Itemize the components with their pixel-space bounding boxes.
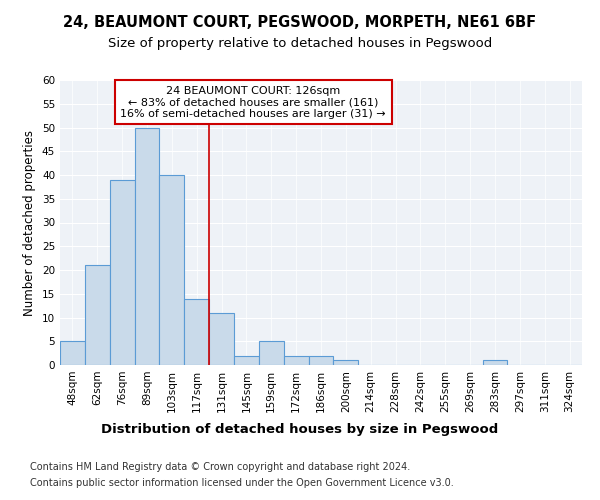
Bar — [482, 360, 508, 365]
Bar — [259, 341, 284, 365]
Bar — [60, 341, 85, 365]
Bar — [334, 360, 358, 365]
Bar — [308, 356, 334, 365]
Text: Contains public sector information licensed under the Open Government Licence v3: Contains public sector information licen… — [30, 478, 454, 488]
Bar — [134, 128, 160, 365]
Bar — [85, 265, 110, 365]
Bar — [160, 175, 184, 365]
Bar — [209, 313, 234, 365]
Text: Distribution of detached houses by size in Pegswood: Distribution of detached houses by size … — [101, 422, 499, 436]
Bar — [184, 298, 209, 365]
Text: 24, BEAUMONT COURT, PEGSWOOD, MORPETH, NE61 6BF: 24, BEAUMONT COURT, PEGSWOOD, MORPETH, N… — [64, 15, 536, 30]
Bar — [284, 356, 308, 365]
Bar — [234, 356, 259, 365]
Bar — [110, 180, 134, 365]
Text: Size of property relative to detached houses in Pegswood: Size of property relative to detached ho… — [108, 38, 492, 51]
Y-axis label: Number of detached properties: Number of detached properties — [23, 130, 37, 316]
Text: 24 BEAUMONT COURT: 126sqm
← 83% of detached houses are smaller (161)
16% of semi: 24 BEAUMONT COURT: 126sqm ← 83% of detac… — [121, 86, 386, 119]
Text: Contains HM Land Registry data © Crown copyright and database right 2024.: Contains HM Land Registry data © Crown c… — [30, 462, 410, 472]
